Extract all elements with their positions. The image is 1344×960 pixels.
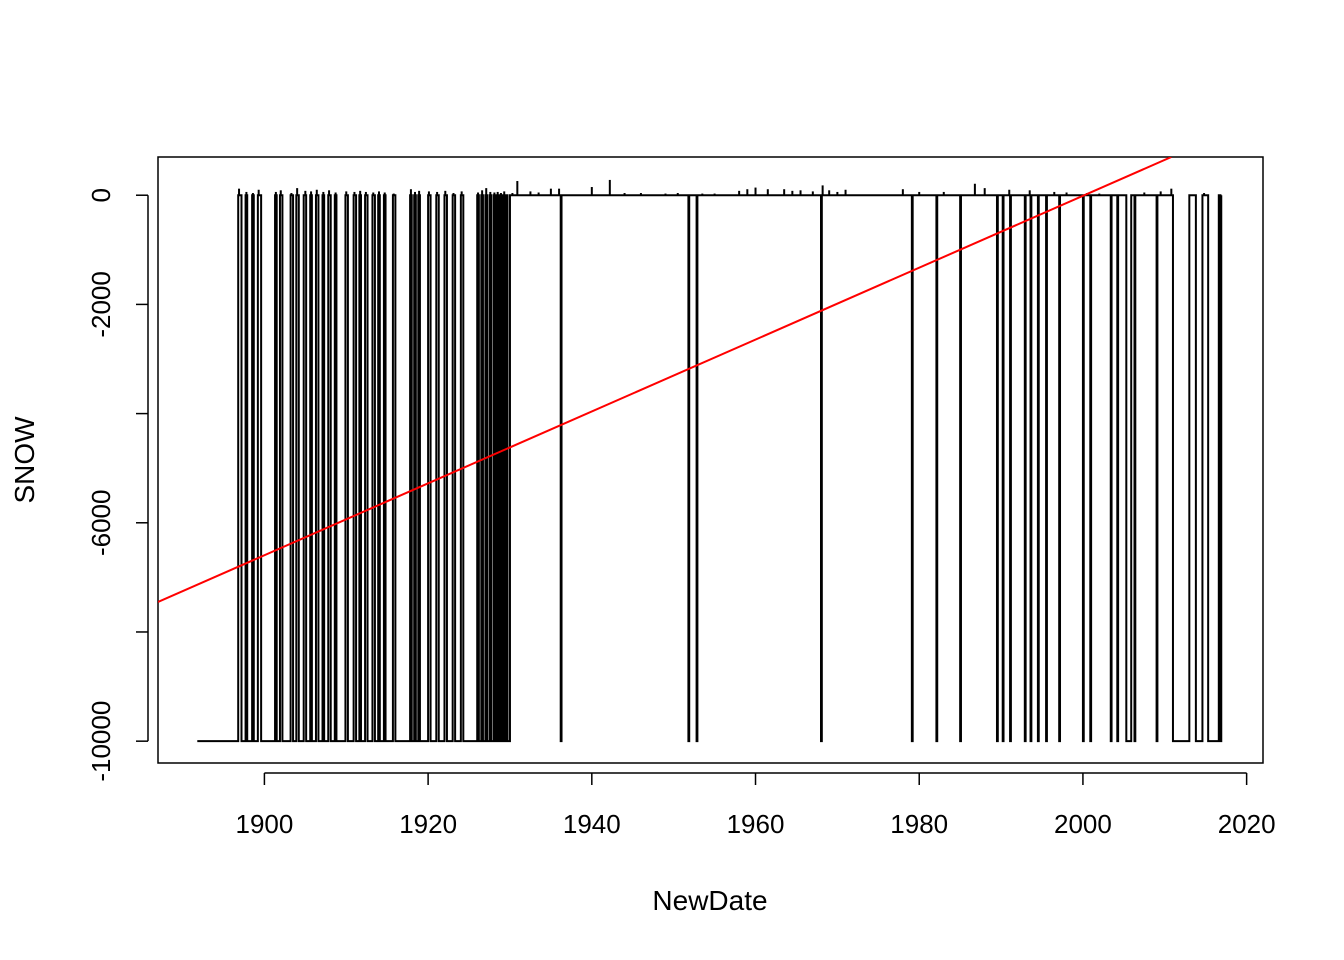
y-axis-label: SNOW — [9, 416, 40, 504]
y-tick-label: -10000 — [86, 701, 116, 782]
x-axis-label: NewDate — [652, 885, 767, 916]
x-tick-label: 2000 — [1054, 809, 1112, 839]
x-tick-label: 2020 — [1218, 809, 1276, 839]
x-tick-label: 1940 — [563, 809, 621, 839]
snow-series-line — [197, 194, 1223, 743]
plot-frame — [157, 156, 1264, 764]
x-tick-label: 1920 — [399, 809, 457, 839]
x-tick-label: 1960 — [727, 809, 785, 839]
x-tick-label: 1900 — [235, 809, 293, 839]
x-tick-label: 1980 — [890, 809, 948, 839]
y-tick-label: -6000 — [86, 490, 116, 557]
y-tick-label: -2000 — [86, 271, 116, 338]
x-axis: 1900 1920 1940 1960 1980 2000 2020 — [235, 772, 1276, 839]
y-tick-label: 0 — [86, 188, 116, 202]
data-layer — [158, 157, 1223, 743]
trend-line — [158, 157, 1172, 603]
y-axis: 0 -2000 -6000 -10000 — [86, 188, 149, 782]
